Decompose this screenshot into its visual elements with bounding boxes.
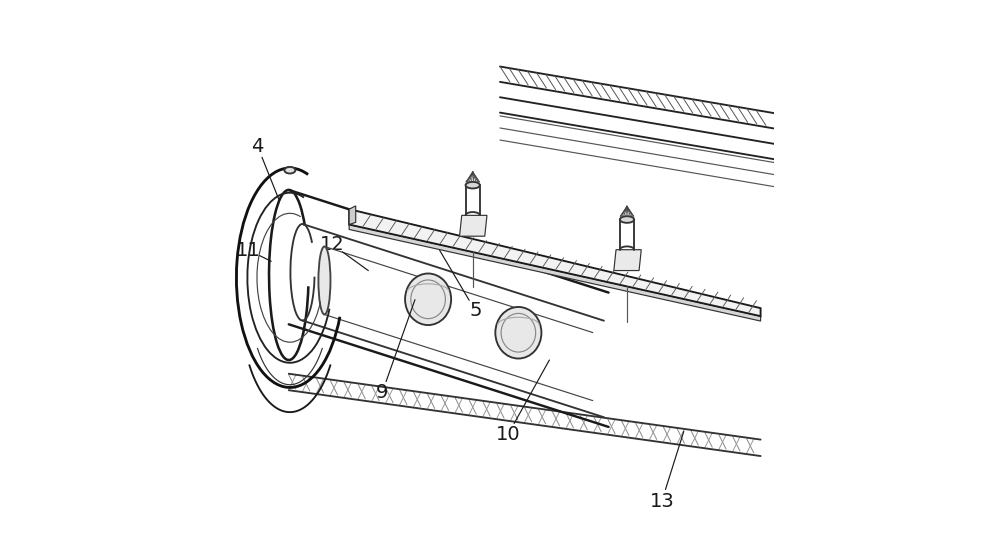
Polygon shape bbox=[349, 209, 761, 316]
Polygon shape bbox=[349, 206, 356, 224]
Text: 11: 11 bbox=[236, 241, 261, 260]
Ellipse shape bbox=[620, 216, 634, 223]
Text: 4: 4 bbox=[251, 136, 264, 156]
Text: 5: 5 bbox=[469, 301, 482, 320]
Text: 10: 10 bbox=[496, 425, 521, 444]
Text: 9: 9 bbox=[376, 383, 388, 403]
Polygon shape bbox=[349, 224, 761, 321]
Text: 12: 12 bbox=[320, 235, 345, 254]
Ellipse shape bbox=[466, 182, 480, 189]
Ellipse shape bbox=[318, 246, 330, 315]
Ellipse shape bbox=[284, 167, 295, 173]
Polygon shape bbox=[460, 216, 487, 236]
Polygon shape bbox=[614, 250, 641, 271]
Ellipse shape bbox=[495, 307, 541, 359]
Ellipse shape bbox=[405, 273, 451, 325]
Text: 13: 13 bbox=[649, 492, 674, 510]
